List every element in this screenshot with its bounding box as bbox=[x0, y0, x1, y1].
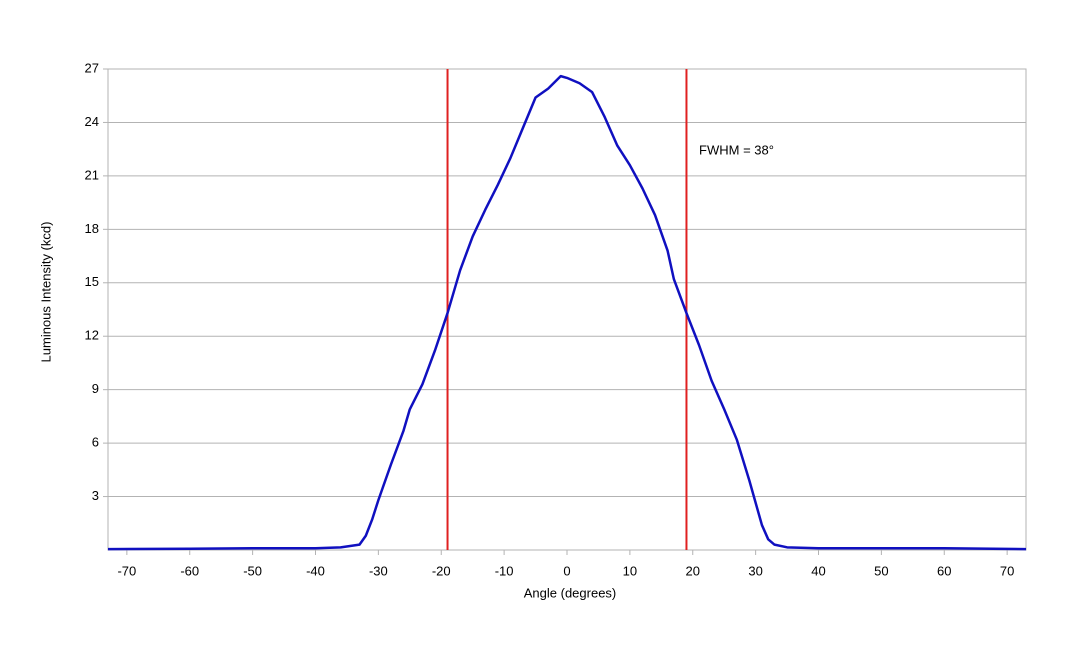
x-tick-label: -30 bbox=[369, 563, 388, 578]
x-tick-label: 50 bbox=[874, 563, 888, 578]
x-tick-label: 30 bbox=[748, 563, 762, 578]
y-tick-label: 3 bbox=[92, 488, 99, 503]
y-tick-label: 27 bbox=[85, 60, 99, 75]
x-tick-label: 60 bbox=[937, 563, 951, 578]
x-tick-label: -60 bbox=[180, 563, 199, 578]
x-tick-label: -10 bbox=[495, 563, 514, 578]
x-tick-label: -20 bbox=[432, 563, 451, 578]
y-tick-label: 6 bbox=[92, 435, 99, 450]
y-tick-label: 15 bbox=[85, 274, 99, 289]
y-tick-label: 21 bbox=[85, 167, 99, 182]
x-tick-label: -70 bbox=[117, 563, 136, 578]
x-tick-label: 40 bbox=[811, 563, 825, 578]
x-axis-label: Angle (degrees) bbox=[524, 585, 617, 600]
x-tick-label: 20 bbox=[686, 563, 700, 578]
y-tick-label: 9 bbox=[92, 381, 99, 396]
y-axis-label: Luminous Intensity (kcd) bbox=[38, 222, 53, 363]
x-tick-label: 70 bbox=[1000, 563, 1014, 578]
x-tick-label: 0 bbox=[563, 563, 570, 578]
x-tick-label: -50 bbox=[243, 563, 262, 578]
x-tick-label: 10 bbox=[623, 563, 637, 578]
y-tick-label: 12 bbox=[85, 328, 99, 343]
plot-area bbox=[107, 68, 1027, 551]
y-tick-label: 24 bbox=[85, 114, 99, 129]
x-tick-label: -40 bbox=[306, 563, 325, 578]
data-line bbox=[107, 74, 1027, 551]
annotation: FWHM = 38° bbox=[699, 142, 774, 157]
y-tick-label: 18 bbox=[85, 221, 99, 236]
